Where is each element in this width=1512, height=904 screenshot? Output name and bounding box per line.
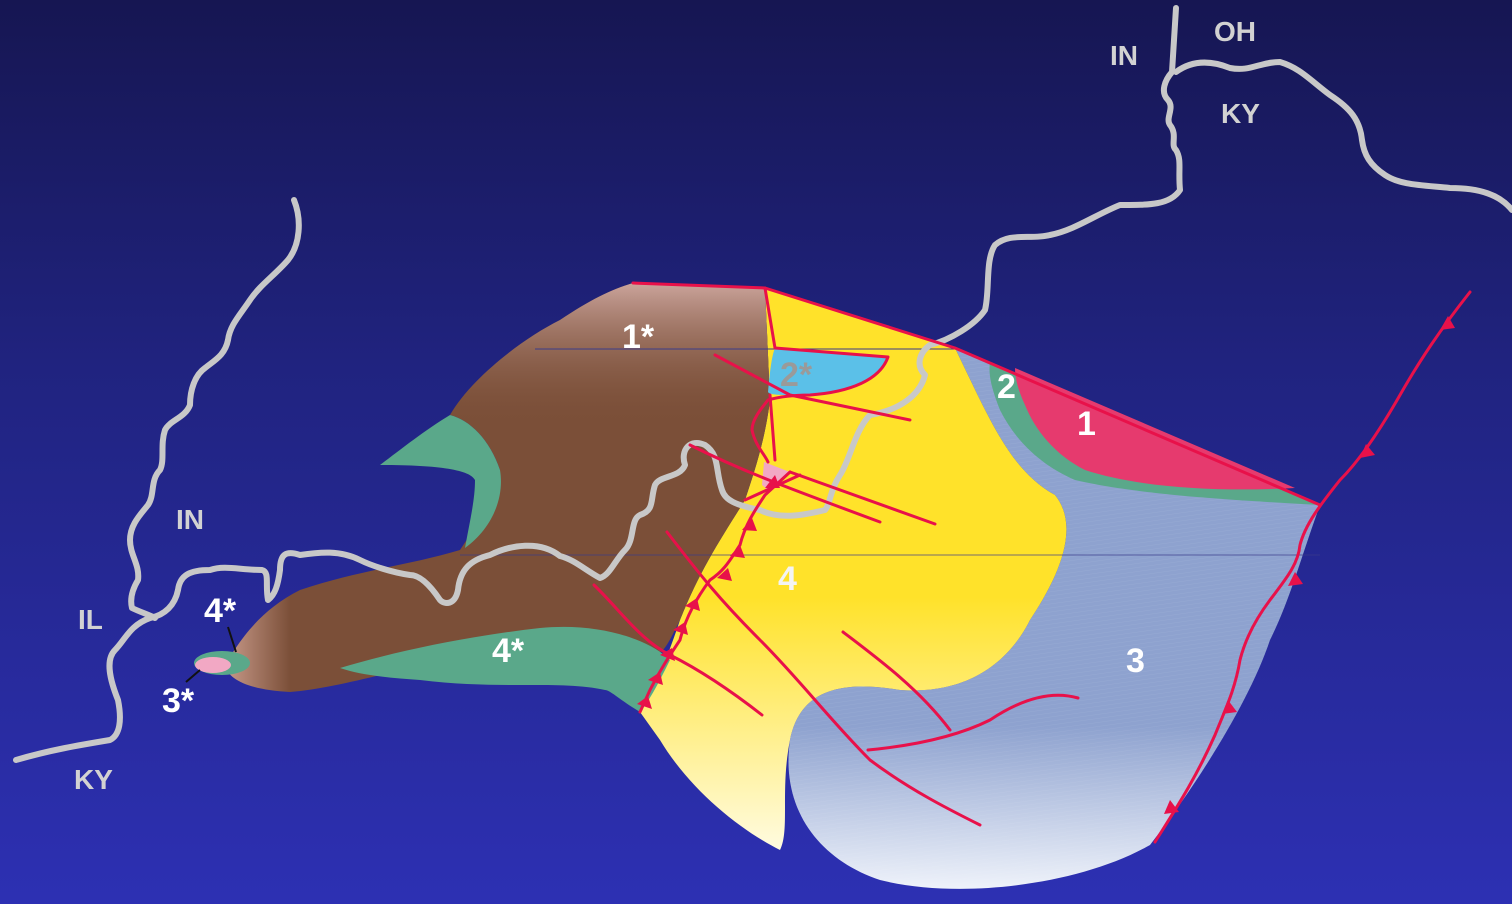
- fault-f: [665, 530, 982, 827]
- fault-i: [866, 693, 1080, 752]
- in-il-border: [127, 197, 302, 621]
- zone-4-area: [640, 288, 1067, 850]
- zone-3-star-area: [195, 657, 231, 673]
- zone-label-1-star: 1*: [622, 318, 655, 356]
- thrust-tooth: [742, 518, 757, 531]
- fault-h: [841, 630, 952, 732]
- zone-1-area: [1015, 368, 1295, 490]
- state-label-il: IL: [78, 604, 103, 635]
- thrust-tooth: [717, 568, 732, 581]
- fault-lines: [592, 281, 1472, 844]
- zone-label-4-star-south: 4*: [492, 632, 525, 670]
- state-label-in-northeast: IN: [1110, 40, 1138, 71]
- zone-label-3-star: 3*: [162, 682, 195, 720]
- state-borders: [13, 5, 1512, 763]
- zone-4-star-south-area: [340, 626, 670, 712]
- thrust-tooth: [660, 648, 675, 661]
- thrust-tooth: [1164, 800, 1179, 814]
- thrust-teeth: [637, 316, 1455, 814]
- fault-d: [788, 470, 937, 526]
- thrust-tooth: [1222, 700, 1237, 714]
- zone-label-4-star-small: 4*: [204, 592, 237, 630]
- zone-1-star-boundary-fault: [763, 286, 777, 350]
- zone-label-1: 1: [1077, 405, 1096, 443]
- thrust-tooth: [765, 475, 780, 488]
- state-label-ky-northeast: KY: [1221, 98, 1260, 129]
- leader-line-4-star: [227, 626, 237, 653]
- state-label-in-west: IN: [176, 504, 204, 535]
- thrust-tooth: [685, 598, 700, 611]
- eastern-thrust-fault: [1153, 290, 1472, 844]
- thrust-tooth: [1360, 444, 1375, 458]
- northern-boundary-fault: [631, 281, 1322, 507]
- zone-label-2-star: 2*: [780, 356, 813, 394]
- zone-label-3: 3: [1126, 642, 1145, 680]
- thrust-tooth: [730, 545, 745, 558]
- state-label-ky-southwest: KY: [74, 764, 113, 795]
- state-label-oh: OH: [1214, 16, 1256, 47]
- thrust-tooth: [1288, 572, 1303, 586]
- zone-label-2: 2: [997, 368, 1016, 406]
- leader-lines: [185, 626, 237, 683]
- thrust-tooth: [637, 696, 652, 709]
- leader-line-3-star: [185, 669, 201, 683]
- zone-label-4: 4: [778, 560, 797, 598]
- zone-4-star-north-area: [380, 415, 501, 548]
- thrust-tooth: [648, 672, 663, 685]
- fault-c: [688, 443, 882, 524]
- fault-b: [768, 393, 777, 462]
- fault-a: [713, 353, 912, 422]
- thrust-tooth: [673, 622, 688, 635]
- oh-ky-border: [1173, 59, 1512, 213]
- thrust-tooth: [1440, 316, 1455, 330]
- ky-northern-border: [13, 5, 1183, 763]
